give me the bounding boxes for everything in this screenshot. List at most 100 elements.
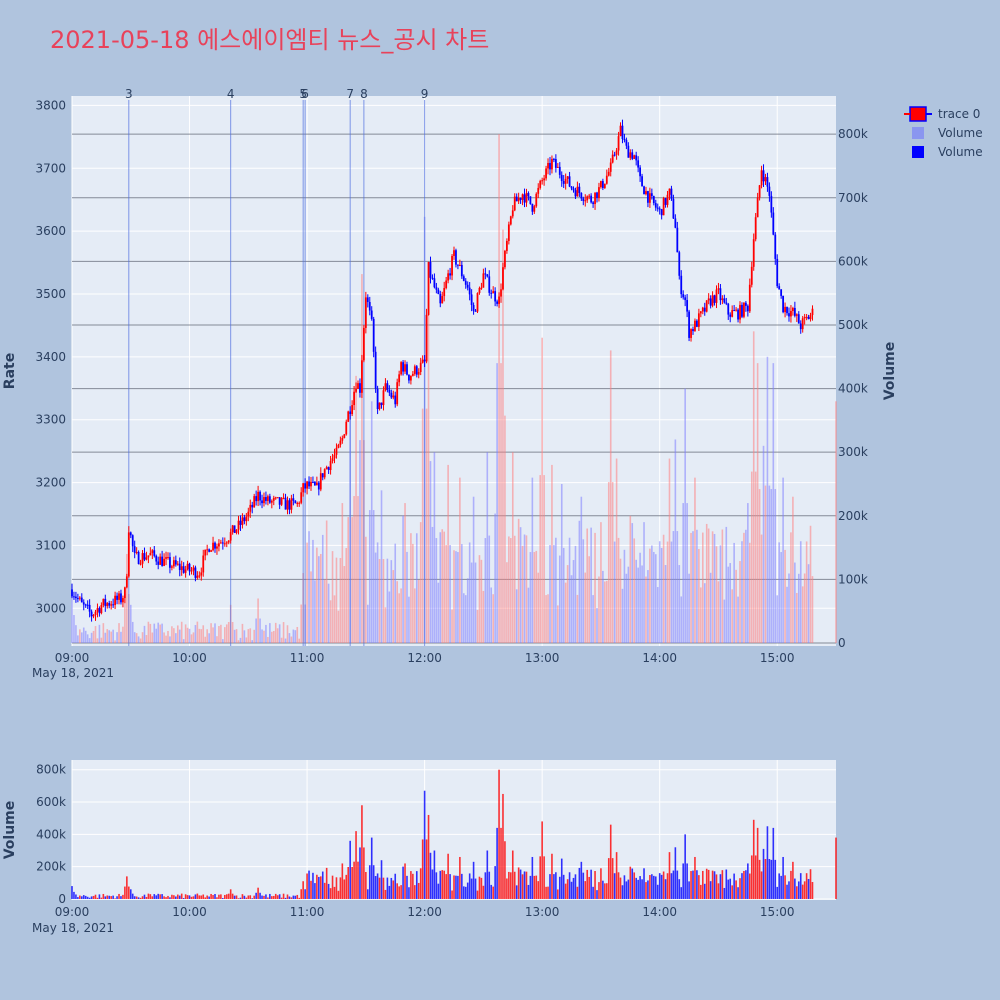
- overlay-volume-bar: [684, 388, 686, 643]
- candle-body: [484, 273, 487, 275]
- candle-body: [743, 302, 745, 317]
- volume-bar: [186, 895, 189, 899]
- candle-body: [498, 296, 500, 304]
- volume-bar: [280, 897, 283, 899]
- volume-bar: [194, 894, 197, 899]
- overlay-volume-bar: [645, 576, 647, 643]
- overlay-volume-bar: [786, 586, 788, 643]
- candle-body: [357, 383, 359, 389]
- overlay-volume-bar: [84, 630, 87, 643]
- volume-bar: [263, 895, 265, 899]
- legend-label: Volume: [938, 145, 983, 159]
- volume-tick-label: 600k: [838, 254, 868, 268]
- candle-body: [694, 320, 696, 332]
- volume-bar: [437, 883, 440, 899]
- volume-bar: [606, 883, 608, 899]
- candle-body: [725, 302, 728, 304]
- candle-body: [186, 563, 189, 570]
- candle-body: [601, 181, 604, 188]
- overlay-volume-bar: [470, 562, 473, 643]
- overlay-volume-bar: [494, 513, 496, 643]
- volume-bar: [224, 894, 226, 899]
- volume-bar: [77, 897, 79, 899]
- volume-bar: [519, 869, 522, 899]
- volume-bar: [341, 863, 344, 899]
- volume-bar: [278, 894, 281, 899]
- volume-bar: [797, 881, 800, 899]
- candle-body: [648, 193, 651, 203]
- volume-bar: [574, 874, 577, 899]
- overlay-volume-bar: [631, 523, 634, 643]
- overlay-volume-bar: [496, 363, 498, 643]
- overlay-volume-bar: [647, 570, 649, 643]
- time-tick-label: 15:00: [760, 651, 795, 665]
- candle-body: [329, 461, 332, 471]
- volume-bar: [796, 886, 798, 899]
- overlay-volume-bar: [553, 545, 555, 643]
- candle-body: [627, 145, 630, 158]
- candle-body: [172, 560, 175, 567]
- overlay-volume-bar: [110, 631, 112, 643]
- overlay-volume-bar: [676, 531, 679, 643]
- overlay-volume-bar: [649, 548, 651, 643]
- volume-bar: [805, 873, 808, 899]
- volume-bar: [222, 898, 224, 899]
- overlay-volume-bar: [635, 559, 637, 643]
- candle-body: [754, 217, 757, 240]
- volume-bar: [568, 872, 571, 899]
- volume-bar: [535, 875, 538, 899]
- overlay-volume-bar: [774, 489, 777, 643]
- volume-bar: [361, 805, 363, 899]
- overlay-volume-bar: [437, 582, 440, 643]
- candle-body: [470, 294, 473, 305]
- volume-bar: [658, 873, 661, 899]
- overlay-volume-bar: [98, 624, 101, 643]
- overlay-volume-bar: [582, 539, 585, 643]
- candle-body: [521, 194, 524, 200]
- overlay-volume-bar: [188, 628, 191, 643]
- overlay-volume-bar: [196, 621, 199, 643]
- candle-body: [764, 177, 767, 182]
- candle-body: [310, 481, 312, 487]
- overlay-volume-bar: [572, 560, 575, 643]
- overlay-volume-bar: [488, 535, 491, 643]
- overlay-volume-bar: [141, 632, 144, 643]
- volume-bar-series[interactable]: [71, 769, 837, 899]
- candle-body: [235, 529, 238, 533]
- candle-body: [404, 364, 406, 372]
- candle-body: [474, 310, 477, 312]
- candle-body: [488, 276, 491, 293]
- candle-body: [792, 307, 794, 311]
- volume-bar: [122, 894, 124, 899]
- candle-body: [721, 298, 724, 301]
- candle-body: [445, 280, 448, 289]
- overlay-volume-bar: [327, 583, 330, 643]
- overlay-volume-bar: [690, 532, 692, 643]
- candle-body: [795, 314, 798, 316]
- overlay-volume-bar: [457, 552, 459, 643]
- overlay-volume-bar: [122, 626, 124, 643]
- volume-bar: [88, 897, 91, 899]
- overlay-volume-bar: [472, 496, 475, 643]
- volume-bar: [323, 882, 326, 899]
- candle-body: [809, 315, 812, 320]
- candlestick-series[interactable]: [71, 119, 814, 622]
- overlay-volume-bar: [619, 558, 622, 643]
- overlay-volume-bar: [151, 632, 154, 643]
- candle-body: [801, 318, 804, 330]
- volume-bar: [694, 856, 696, 899]
- volume-bar: [410, 871, 412, 899]
- legend[interactable]: trace 0 Volume Volume: [904, 106, 983, 159]
- candle-body: [147, 555, 150, 558]
- volume-bar: [472, 861, 475, 899]
- overlay-volume-bar: [325, 520, 328, 643]
- overlay-volume-bar: [265, 624, 267, 643]
- volume-bar: [482, 885, 485, 899]
- overlay-volume-bar: [678, 565, 681, 643]
- volume-bar: [619, 877, 622, 899]
- volume-bar: [641, 879, 643, 899]
- candle-body: [133, 546, 136, 553]
- overlay-volume-bar: [504, 415, 506, 643]
- volume-bar: [351, 866, 353, 899]
- volume-bar: [298, 897, 301, 899]
